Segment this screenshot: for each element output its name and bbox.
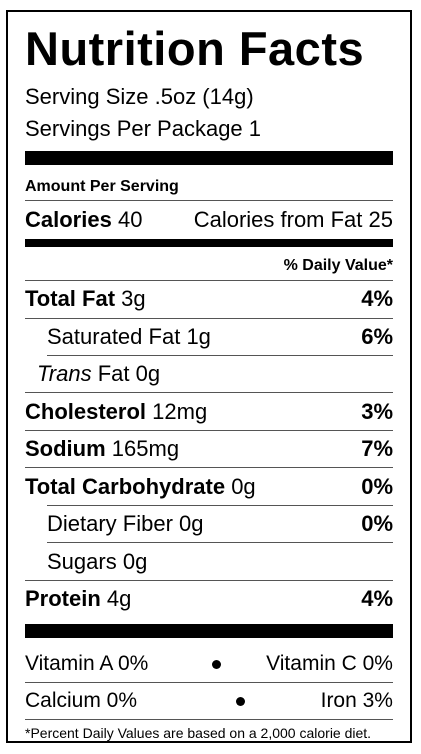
divider <box>25 682 393 683</box>
servings-per-package: Servings Per Package 1 <box>25 116 262 141</box>
nutrient-amount: 3g <box>121 286 146 311</box>
thick-divider <box>25 624 393 638</box>
nutrient-row-sugars: Sugars 0g <box>25 547 393 577</box>
calories-row: Calories 40 Calories from Fat 25 <box>25 205 393 235</box>
nutrient-dv: 4% <box>361 586 393 611</box>
vitamin-right: Iron 3% <box>320 689 393 712</box>
nutrient-name: Sugars <box>47 549 117 574</box>
nutrient-amount: 1g <box>186 324 211 349</box>
divider <box>47 355 393 356</box>
vitamin-left: Vitamin A 0% <box>25 652 149 675</box>
divider <box>25 467 393 468</box>
bullet-icon <box>236 696 246 706</box>
label-content: Nutrition Facts Serving Size .5oz (14g) … <box>25 12 393 741</box>
nutrient-amount: 0g <box>179 511 204 536</box>
divider <box>25 719 393 720</box>
vitamin-right: Vitamin C 0% <box>266 652 393 675</box>
thick-divider <box>25 151 393 165</box>
nutrient-dv: 4% <box>361 286 393 311</box>
nutrient-row-sodium: Sodium 165mg 7% <box>25 434 393 464</box>
nutrient-name: Trans <box>37 361 92 386</box>
nutrient-amount: 165mg <box>111 436 180 461</box>
nutrient-name-rest: Fat <box>97 361 130 386</box>
nutrient-name: Cholesterol <box>25 399 147 424</box>
nutrient-amount: 0g <box>135 361 161 386</box>
divider <box>25 200 393 201</box>
calories-value: 40 <box>117 207 143 232</box>
calories-label: Calories <box>25 207 112 232</box>
amount-per-serving: Amount Per Serving <box>25 178 179 195</box>
vitamin-row: Calcium 0% Iron 3% <box>25 686 393 716</box>
nutrition-facts-label: Nutrition Facts Serving Size .5oz (14g) … <box>6 10 412 743</box>
nutrient-row-protein: Protein 4g 4% <box>25 584 393 614</box>
serving-size: Serving Size .5oz (14g) <box>25 84 254 109</box>
label-title: Nutrition Facts <box>25 22 365 75</box>
divider <box>25 392 393 393</box>
nutrient-row-trans-fat: Trans Fat 0g <box>25 359 393 389</box>
divider <box>47 542 393 543</box>
nutrient-amount: 12mg <box>152 399 208 424</box>
nutrient-dv: 0% <box>361 511 393 536</box>
nutrient-dv: 0% <box>361 474 393 499</box>
divider <box>25 280 393 281</box>
divider <box>25 430 393 431</box>
calories-main: Calories 40 <box>25 205 142 235</box>
divider <box>47 505 393 506</box>
bullet-icon <box>211 659 221 669</box>
nutrient-amount: 0g <box>122 549 148 574</box>
nutrient-name: Sodium <box>25 436 106 461</box>
nutrient-name: Total Fat <box>25 286 116 311</box>
medium-divider <box>25 239 393 247</box>
nutrient-row-dietary-fiber: Dietary Fiber 0g 0% <box>25 509 393 539</box>
nutrient-name: Dietary Fiber <box>47 511 173 536</box>
nutrient-row-total-carbohydrate: Total Carbohydrate 0g 0% <box>25 472 393 502</box>
divider <box>25 580 393 581</box>
nutrient-dv: 3% <box>361 399 393 424</box>
nutrient-amount: 4g <box>106 586 132 611</box>
vitamin-row: Vitamin A 0% Vitamin C 0% <box>25 649 393 679</box>
vitamin-left: Calcium 0% <box>25 689 138 712</box>
nutrient-amount: 0g <box>231 474 256 499</box>
divider <box>25 318 393 319</box>
nutrient-name: Protein <box>25 586 101 611</box>
footnote: *Percent Daily Values are based on a 2,0… <box>25 725 372 741</box>
nutrient-name: Saturated Fat <box>47 324 181 349</box>
nutrient-row-saturated-fat: Saturated Fat 1g 6% <box>25 322 393 352</box>
nutrient-row-cholesterol: Cholesterol 12mg 3% <box>25 397 393 427</box>
nutrient-name: Total Carbohydrate <box>25 474 226 499</box>
nutrient-dv: 7% <box>361 436 393 461</box>
nutrient-row-total-fat: Total Fat 3g 4% <box>25 284 393 314</box>
calories-from-fat: Calories from Fat 25 <box>193 207 393 232</box>
daily-value-header: % Daily Value* <box>283 257 393 274</box>
nutrient-dv: 6% <box>361 324 393 349</box>
